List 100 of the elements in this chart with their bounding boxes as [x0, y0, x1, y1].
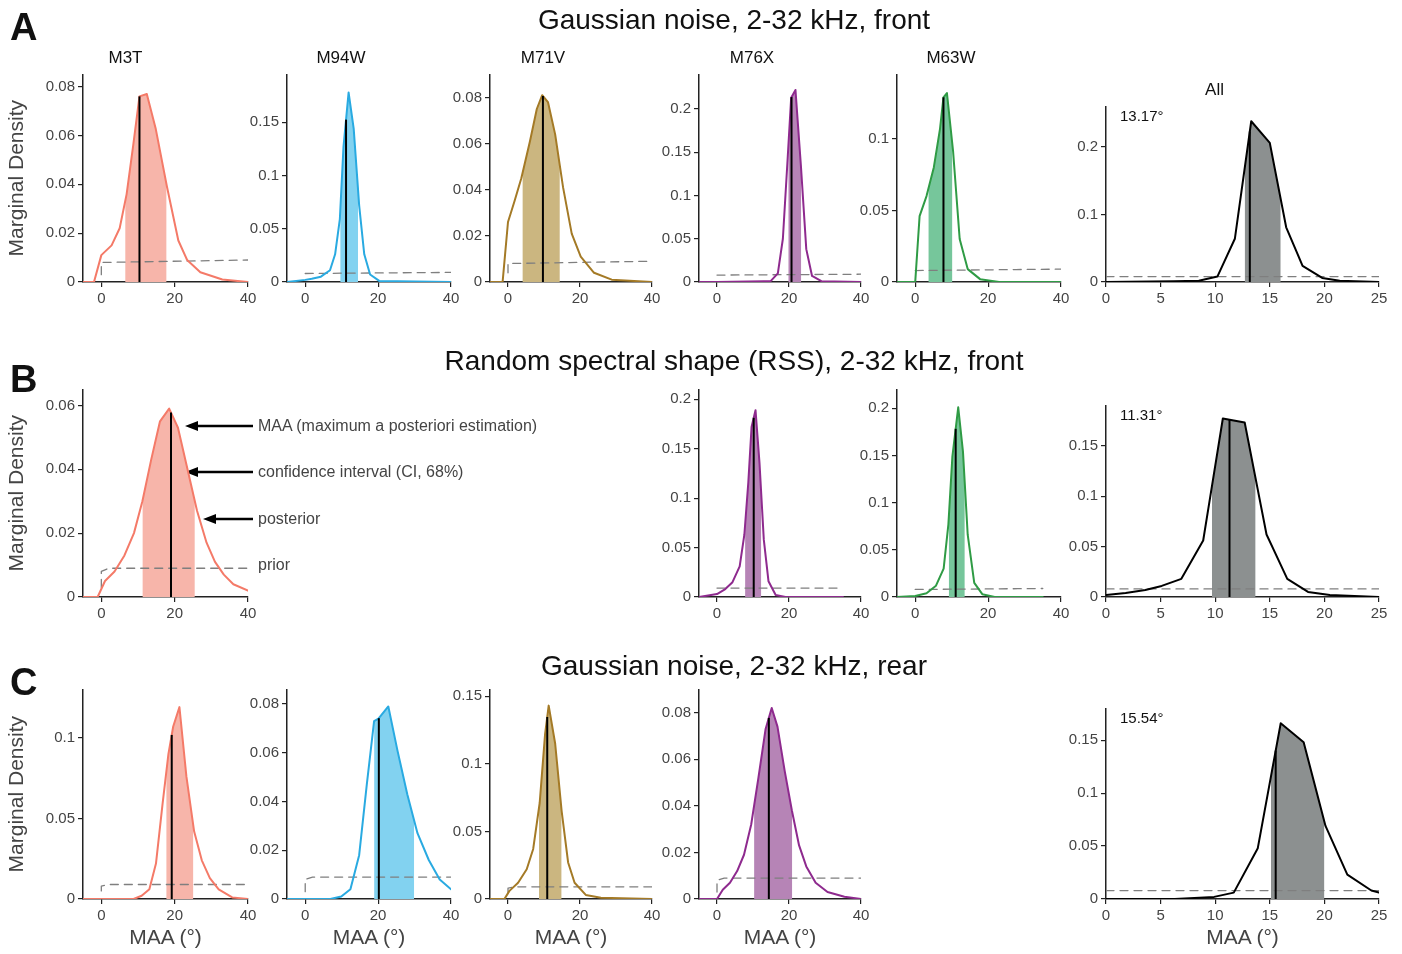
- x-tick-label: 20: [571, 906, 589, 924]
- x-axis-title: MAA (°): [1206, 925, 1279, 949]
- chart-title: M94W: [316, 47, 366, 67]
- x-tick-label: 0: [1101, 289, 1111, 307]
- y-tick-label: 0.02: [249, 840, 279, 858]
- x-tick-label: 20: [1316, 604, 1333, 622]
- y-tick-label: 0.15: [661, 438, 691, 456]
- y-tick-label: 0.2: [1077, 137, 1098, 155]
- text: A: [10, 6, 38, 49]
- y-tick-label: 0.08: [45, 76, 75, 94]
- x-tick-label: 40: [442, 906, 460, 924]
- x-tick-label: 0: [911, 604, 920, 622]
- x-tick-label: 0: [712, 604, 722, 622]
- y-tick-label: 0.15: [249, 112, 279, 130]
- y-tick-label: 0.1: [670, 488, 691, 506]
- text: Gaussian noise, 2-32 kHz, rear: [541, 650, 927, 682]
- x-tick-label: 40: [643, 906, 661, 924]
- y-tick-label: 0.1: [461, 753, 482, 771]
- x-tick-label: 0: [97, 906, 106, 924]
- text: MAA (maximum a posteriori estimation): [258, 417, 538, 435]
- y-tick-label: 0.05: [1068, 536, 1098, 554]
- x-tick-label: 10: [1206, 289, 1224, 307]
- x-tick-label: 20: [166, 289, 184, 307]
- x-tick-label: 40: [239, 604, 257, 622]
- x-tick-label: 0: [1101, 604, 1111, 622]
- y-tick-label: 0.2: [670, 389, 691, 407]
- text: Gaussian noise, 2-32 kHz, front: [537, 4, 931, 36]
- x-tick-label: 20: [571, 289, 589, 307]
- x-tick-label: 0: [97, 604, 106, 622]
- text: posterior: [258, 510, 321, 528]
- x-tick-label: 0: [1101, 906, 1111, 924]
- x-tick-label: 20: [1316, 906, 1333, 924]
- x-tick-label: 20: [780, 906, 798, 924]
- x-tick-label: 40: [852, 604, 870, 622]
- x-axis-title: MAA (°): [332, 925, 406, 949]
- chart-title: All: [1205, 79, 1224, 99]
- x-tick-label: 20: [166, 604, 184, 622]
- x-tick-label: 0: [301, 289, 310, 307]
- y-tick-label: 0: [1089, 272, 1098, 290]
- y-axis-title: Marginal Density: [4, 715, 28, 873]
- y-tick-label: 0.08: [661, 702, 691, 720]
- x-tick-label: 0: [712, 906, 722, 924]
- y-tick-label: 0: [66, 587, 75, 605]
- x-tick-label: 10: [1206, 604, 1224, 622]
- y-tick-label: 0: [270, 889, 279, 907]
- y-tick-label: 0.2: [868, 398, 889, 416]
- y-tick-label: 0.02: [661, 842, 691, 860]
- y-tick-label: 0.02: [452, 226, 482, 244]
- y-tick-label: 0.05: [1068, 836, 1098, 854]
- x-tick-label: 25: [1370, 906, 1388, 924]
- y-tick-label: 0.05: [859, 200, 889, 218]
- text: Random spectral shape (RSS), 2-32 kHz, front: [444, 345, 1024, 377]
- y-tick-label: 0: [880, 587, 889, 605]
- y-tick-label: 0: [270, 272, 279, 290]
- y-tick-label: 0.15: [661, 142, 691, 160]
- y-axis-title: Marginal Density: [4, 99, 28, 257]
- y-tick-label: 0.05: [452, 821, 482, 839]
- y-tick-label: 0.05: [45, 808, 75, 826]
- y-tick-label: 0: [473, 889, 482, 907]
- y-tick-label: 0.05: [249, 218, 279, 236]
- y-tick-label: 0.04: [45, 459, 75, 477]
- x-tick-label: 40: [239, 289, 257, 307]
- y-tick-label: 0.02: [45, 223, 75, 241]
- x-tick-label: 5: [1156, 906, 1165, 924]
- x-tick-label: 0: [97, 289, 106, 307]
- x-tick-label: 0: [503, 289, 513, 307]
- chart-title: M76X: [729, 47, 775, 67]
- x-tick-label: 15: [1261, 906, 1279, 924]
- y-tick-label: 0: [682, 272, 691, 290]
- y-tick-label: 0.1: [54, 727, 75, 745]
- x-tick-label: 25: [1370, 289, 1388, 307]
- chart-title: M71V: [520, 47, 566, 67]
- x-tick-label: 25: [1370, 604, 1388, 622]
- y-tick-label: 0.06: [249, 742, 279, 760]
- y-tick-label: 0.08: [249, 694, 279, 712]
- y-tick-label: 0.04: [661, 795, 691, 813]
- y-tick-label: 0.1: [1077, 783, 1098, 801]
- x-tick-label: 20: [369, 289, 387, 307]
- x-tick-label: 20: [369, 906, 387, 924]
- x-tick-label: 20: [780, 604, 798, 622]
- y-tick-label: 0.02: [45, 523, 75, 541]
- chart-title: M63W: [926, 47, 976, 67]
- y-tick-label: 0.15: [452, 686, 482, 704]
- y-tick-label: 0.1: [670, 185, 691, 203]
- y-tick-label: 0.08: [452, 87, 482, 105]
- y-tick-label: 0.2: [670, 99, 691, 117]
- y-tick-label: 0.05: [859, 539, 889, 557]
- x-axis-title: MAA (°): [534, 925, 608, 949]
- x-tick-label: 40: [643, 289, 661, 307]
- x-tick-label: 0: [301, 906, 310, 924]
- chart-title: M3T: [108, 47, 143, 67]
- x-tick-label: 40: [442, 289, 460, 307]
- x-tick-label: 0: [911, 289, 920, 307]
- y-tick-label: 0: [66, 272, 75, 290]
- y-tick-label: 0: [1089, 889, 1098, 907]
- x-tick-label: 20: [979, 289, 997, 307]
- y-tick-label: 0.1: [868, 128, 889, 146]
- text: prior: [258, 556, 291, 574]
- annotation: 15.54°: [1120, 708, 1164, 726]
- y-tick-label: 0.06: [661, 749, 691, 767]
